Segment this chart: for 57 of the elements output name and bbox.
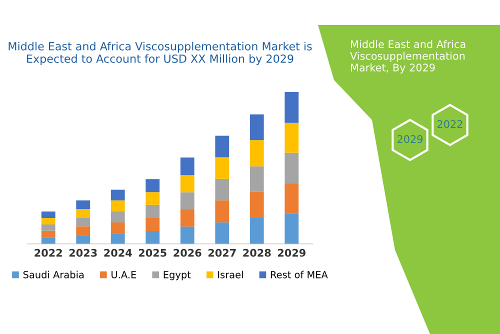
- x-tick-label: 2029: [278, 248, 306, 257]
- bar: [110, 233, 125, 244]
- bar: [76, 218, 90, 226]
- bar: [41, 238, 56, 244]
- x-tick-label: 2027: [208, 248, 236, 257]
- text: Middle East and Africa Viscosupplementation Market, By 2029: [350, 40, 466, 74]
- bar: [41, 224, 56, 231]
- bar: [180, 209, 194, 227]
- bar: [180, 175, 194, 192]
- x-tick-label: 2028: [243, 248, 271, 257]
- bar: [76, 226, 90, 236]
- bar: [41, 211, 56, 218]
- bar: [76, 200, 90, 210]
- legend-label: Egypt: [164, 271, 191, 280]
- bar: [215, 222, 230, 244]
- bar: [284, 152, 299, 184]
- bar: [215, 157, 230, 179]
- bar: [180, 226, 194, 244]
- bar: [110, 200, 125, 212]
- bar: [110, 190, 125, 200]
- bar: [215, 136, 230, 158]
- bar: [284, 214, 299, 244]
- bar: [146, 192, 160, 205]
- text: 2029: [398, 135, 423, 144]
- bar: [146, 218, 160, 232]
- bar: [180, 158, 194, 176]
- legend-label: U.A.E: [112, 271, 136, 278]
- bar: [41, 230, 56, 238]
- bar: [110, 222, 125, 234]
- text: 2022: [438, 120, 462, 128]
- bar: [250, 166, 264, 192]
- chart-title: Middle East and Africa Viscosupplementation Market is Expected to Account for USD XX Million by 2029: [8, 42, 312, 66]
- x-tick-label: 2023: [69, 248, 97, 257]
- bar: [250, 140, 264, 166]
- bar: [250, 192, 264, 218]
- bar: [76, 235, 90, 244]
- x-tick-label: 2024: [104, 248, 132, 257]
- bar: [250, 114, 264, 140]
- bar: [215, 178, 230, 200]
- bar: [284, 92, 299, 123]
- bar: [180, 192, 194, 210]
- legend-label: Rest of MEA: [270, 270, 328, 278]
- bar: [41, 218, 56, 225]
- bar: [146, 204, 160, 218]
- x-tick-label: 2022: [34, 248, 62, 257]
- x-tick-label: 2026: [174, 248, 202, 257]
- bar: [110, 211, 125, 223]
- bar: [284, 183, 299, 214]
- legend-label: Saudi Arabia: [23, 270, 84, 278]
- bar: [146, 231, 160, 244]
- bar: [146, 179, 160, 192]
- bar: [215, 200, 230, 222]
- bar: [76, 209, 90, 218]
- bar: [284, 122, 299, 153]
- bar: [250, 218, 264, 244]
- x-tick-label: 2025: [138, 248, 166, 257]
- legend-label: Israel: [218, 270, 243, 278]
